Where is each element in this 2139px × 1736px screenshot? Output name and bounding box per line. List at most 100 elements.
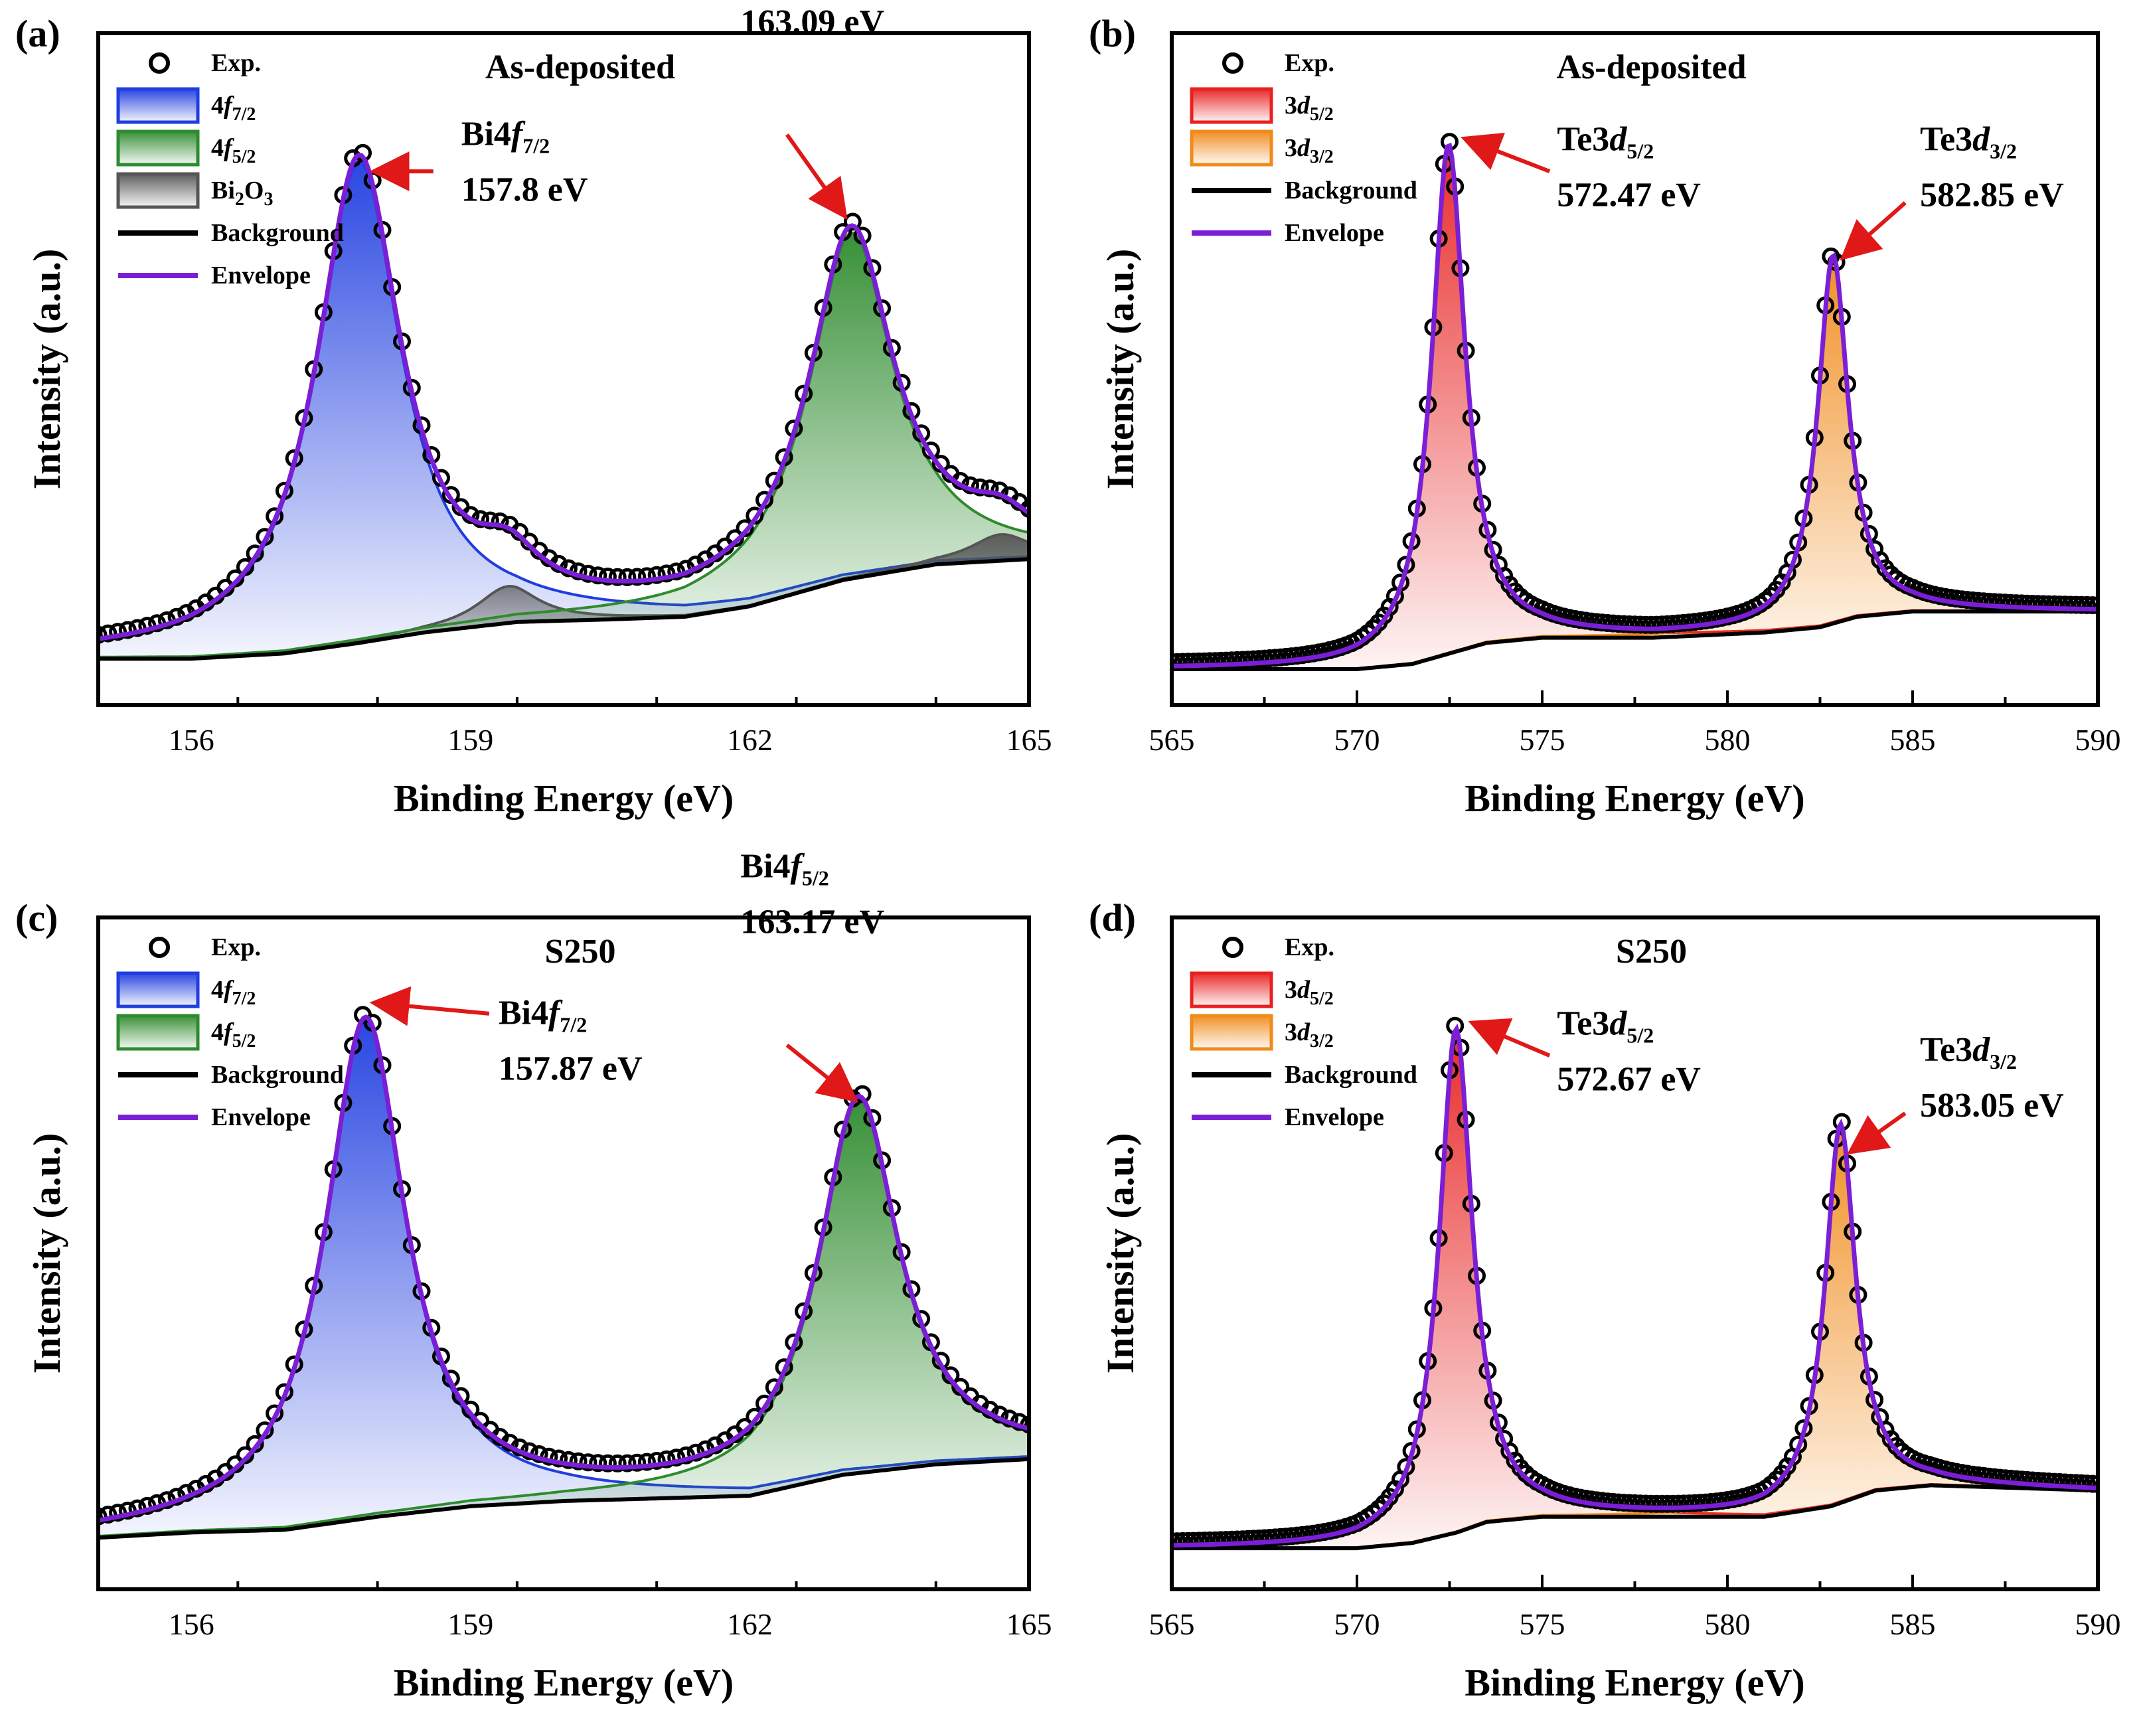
exp-point — [471, 1411, 490, 1430]
panel-title: S250 — [545, 933, 616, 971]
legend-label: 3d3/2 — [1285, 134, 1334, 167]
peak-arrow — [785, 1043, 858, 1103]
legend-swatch-fill — [1190, 129, 1273, 167]
exp-point — [559, 1451, 578, 1469]
x-tick-label: 156 — [169, 723, 214, 757]
exp-point — [637, 1453, 656, 1471]
peak-label-energy: 157.8 eV — [461, 171, 588, 209]
legend-swatch-fill — [116, 1014, 200, 1051]
exp-point — [236, 1446, 254, 1464]
legend: Exp. 3d5/2 3d3/2 Background Envelope — [1190, 933, 1417, 1131]
exp-point — [971, 478, 989, 497]
exp-point — [481, 511, 499, 530]
exp-point — [109, 1504, 127, 1522]
exp-point — [647, 1452, 666, 1470]
legend-label: Envelope — [211, 262, 311, 289]
legend-label: Background — [211, 1061, 344, 1089]
peak-label-energy: 157.87 eV — [499, 1050, 643, 1088]
peak-arrow — [1461, 132, 1551, 173]
exp-point — [569, 1452, 588, 1470]
peak-arrow — [1840, 201, 1907, 261]
legend-swatch-fill — [116, 129, 200, 167]
envelope-line — [98, 1014, 1029, 1523]
exp-point — [2078, 595, 2097, 614]
exp-point — [628, 1453, 647, 1472]
panel-b: 565 570 575 580 585 590 Binding Energy (eV) Int… — [1089, 12, 2121, 820]
exp-point — [1206, 1531, 1225, 1549]
exp-point — [2051, 595, 2069, 614]
exp-point — [598, 1454, 617, 1472]
peak-label-te3d32: Te3d3/2 582.85 eV — [1840, 120, 2064, 261]
panel-a: 156 159 162 165 Binding Energy (eV) Intensity… — [15, 3, 1052, 820]
exp-point — [1172, 1532, 1186, 1551]
exp-point — [647, 566, 666, 584]
exp-point — [628, 568, 647, 586]
component-fill-4f7/2 — [98, 1020, 1029, 1538]
exp-point — [657, 1450, 676, 1468]
exp-point — [1642, 1494, 1660, 1513]
exp-point — [1184, 1532, 1203, 1550]
plot-area — [98, 1006, 1029, 1540]
exp-point — [637, 567, 656, 586]
peak-label-name: Bi4f5/2 — [740, 848, 829, 890]
exp-point — [1179, 653, 1198, 671]
panel-label: (d) — [1089, 896, 1136, 939]
background-line — [98, 1457, 1029, 1540]
exp-point — [589, 1454, 607, 1472]
plot-frame — [96, 915, 1031, 1591]
background-line — [1172, 1483, 2098, 1551]
panel-label: (a) — [15, 12, 60, 55]
exp-point — [2089, 596, 2098, 615]
panel-c: 156 159 162 165 Binding Energy (eV) Intensity… — [15, 848, 1052, 1704]
peak-arrow — [369, 986, 490, 1026]
exp-point — [1642, 615, 1660, 634]
exp-point — [2072, 595, 2091, 614]
peak-label-energy: 572.47 eV — [1557, 176, 1701, 214]
exp-point — [1664, 1494, 1682, 1513]
legend: Exp. 4f7/2 4f5/2 Bi2O3 Background Envelope — [116, 49, 344, 289]
exp-point — [1626, 615, 1644, 634]
exp-point — [608, 1454, 627, 1472]
x-axis-label: Binding Energy (eV) — [394, 777, 734, 820]
exp-point — [1173, 653, 1192, 671]
exp-point — [99, 624, 118, 643]
exp-point — [618, 568, 637, 586]
component-fill-3d3/2 — [1172, 257, 2098, 669]
exp-markers — [1172, 133, 2098, 671]
exp-point — [579, 1453, 597, 1472]
peak-arrow — [1846, 1111, 1907, 1155]
exp-point — [98, 625, 108, 644]
legend-label: Exp. — [1285, 49, 1334, 77]
x-axis-label: Binding Energy (eV) — [1465, 1661, 1804, 1704]
exp-point — [2083, 596, 2098, 615]
background-line — [98, 557, 1029, 661]
x-tick-label: 165 — [1006, 723, 1052, 757]
peak-label-name: Te3d5/2 — [1557, 1004, 1654, 1047]
legend-swatch-fill — [116, 172, 200, 209]
legend-swatch-fill — [116, 971, 200, 1008]
plot-frame — [96, 31, 1031, 707]
exp-point — [1172, 1532, 1181, 1551]
legend-label: 4f7/2 — [211, 92, 256, 125]
peak-label-bi4f72: Bi4f7/2 157.87 eV — [369, 986, 643, 1088]
exp-point — [981, 479, 999, 498]
peak-arrow — [785, 133, 848, 220]
exp-point — [2067, 595, 2085, 614]
legend-label: 4f5/2 — [211, 1018, 256, 1052]
exp-point — [109, 623, 127, 641]
x-tick-label: 162 — [727, 723, 773, 757]
legend: Exp. 4f7/2 4f5/2 Background Envelope — [116, 933, 344, 1131]
exp-point — [1653, 1494, 1671, 1513]
peak-label-te3d52: Te3d5/2 572.47 eV — [1461, 120, 1701, 214]
plot-area — [1172, 1016, 2098, 1551]
peak-label-energy: 163.17 eV — [740, 904, 884, 941]
legend-label: Exp. — [211, 933, 261, 961]
plot-area — [98, 143, 1029, 661]
legend-label: 3d3/2 — [1285, 1018, 1334, 1052]
peak-label-te3d52: Te3d5/2 572.67 eV — [1468, 1004, 1701, 1098]
exp-point — [2023, 595, 2041, 613]
legend: Exp. 3d5/2 3d3/2 Background Envelope — [1190, 49, 1417, 247]
envelope-line — [98, 152, 1029, 641]
panel-title: As-deposited — [1556, 48, 1746, 86]
